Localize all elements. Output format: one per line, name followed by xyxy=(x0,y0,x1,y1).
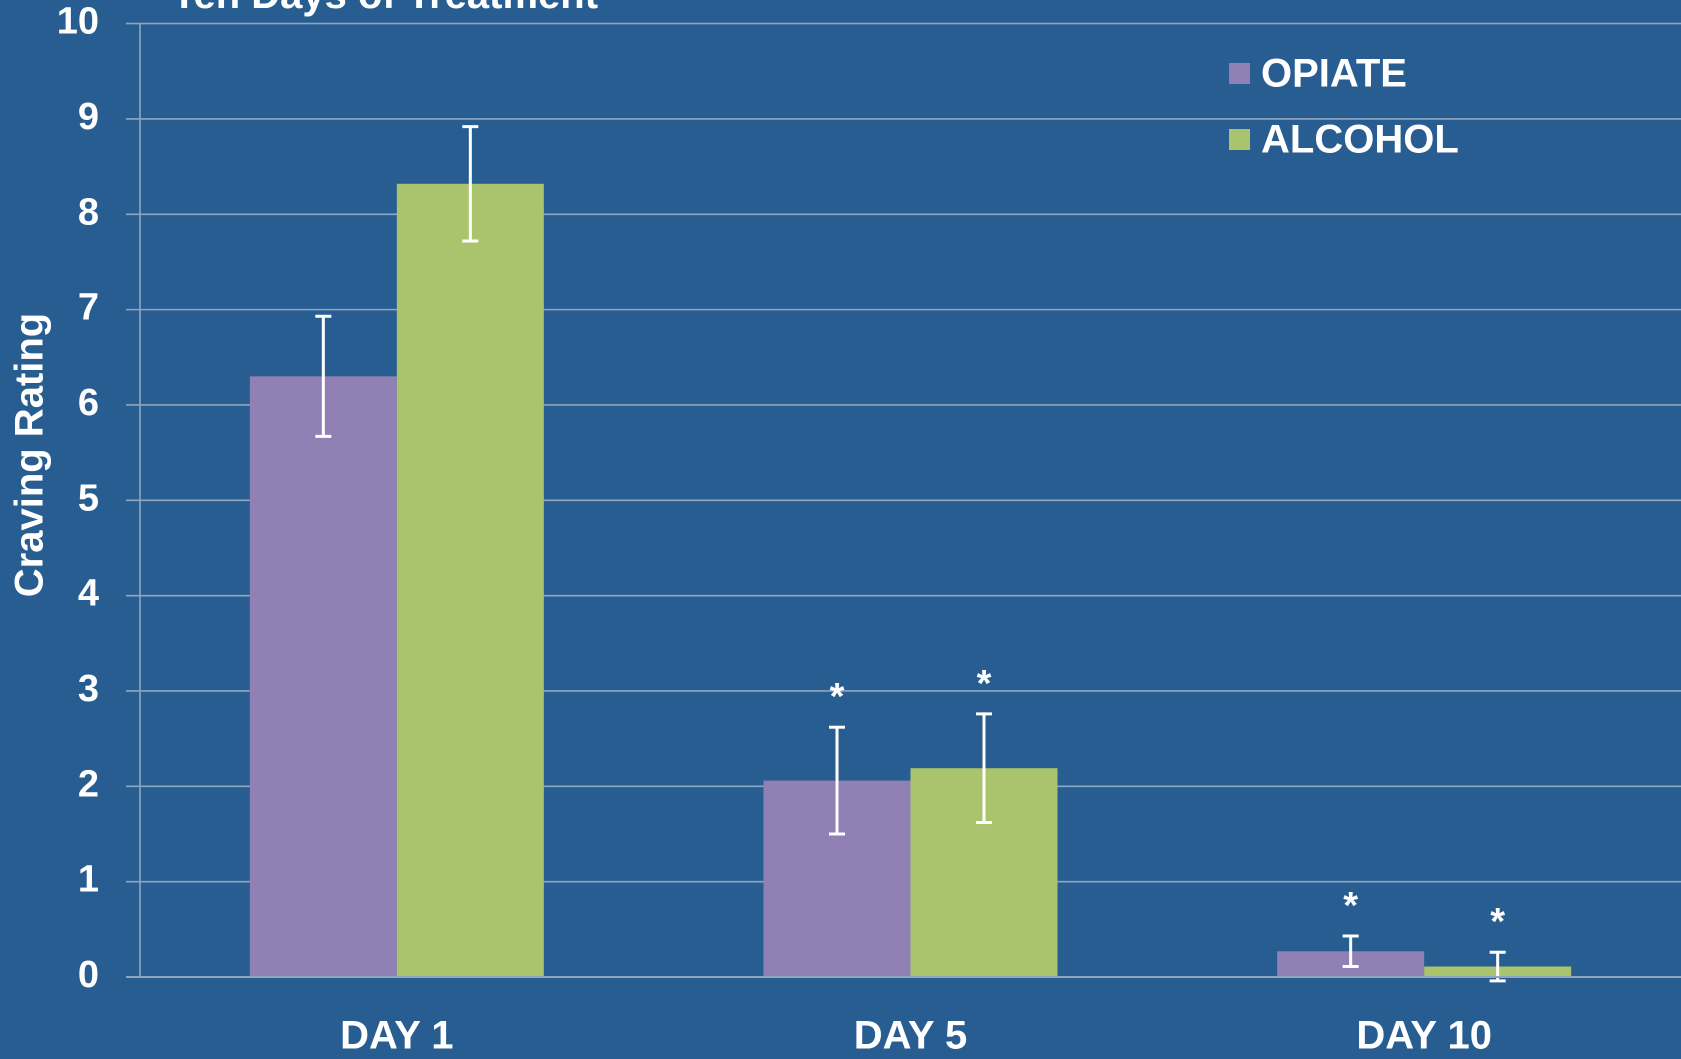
y-tick-label: 6 xyxy=(78,382,99,424)
error-bar xyxy=(976,712,992,825)
y-tick-label: 2 xyxy=(78,763,99,805)
y-tick-label: 7 xyxy=(78,287,99,329)
bar xyxy=(396,183,544,978)
significance-marker: * xyxy=(1490,901,1505,943)
y-tick-label: 9 xyxy=(78,96,99,138)
error-bar xyxy=(315,314,332,438)
x-tick-label: DAY 10 xyxy=(1356,1014,1492,1058)
significance-marker: * xyxy=(1343,885,1358,927)
significance-marker: * xyxy=(830,676,845,718)
y-tick-label: 5 xyxy=(78,477,99,519)
legend-label: OPIATE xyxy=(1261,52,1407,96)
legend-swatch xyxy=(1229,63,1250,84)
x-tick-label: DAY 1 xyxy=(340,1014,453,1058)
y-tick-label: 4 xyxy=(78,573,99,615)
y-tick-label: 3 xyxy=(78,668,99,710)
y-tick-label: 10 xyxy=(57,1,99,43)
y-tick-label: 1 xyxy=(78,859,99,901)
y-tick-label: 8 xyxy=(78,191,99,233)
chart-title: Ten Days of Treatment xyxy=(172,0,598,17)
y-axis-label: Craving Rating xyxy=(8,313,52,597)
y-tick-label: 0 xyxy=(78,954,99,996)
error-bar xyxy=(829,725,845,836)
error-bar xyxy=(462,125,479,243)
significance-marker: * xyxy=(977,663,992,705)
error-bar xyxy=(1342,934,1359,969)
legend-swatch xyxy=(1229,129,1250,150)
bar xyxy=(249,376,397,977)
x-tick-label: DAY 5 xyxy=(854,1014,967,1058)
legend-label: ALCOHOL xyxy=(1261,118,1459,162)
